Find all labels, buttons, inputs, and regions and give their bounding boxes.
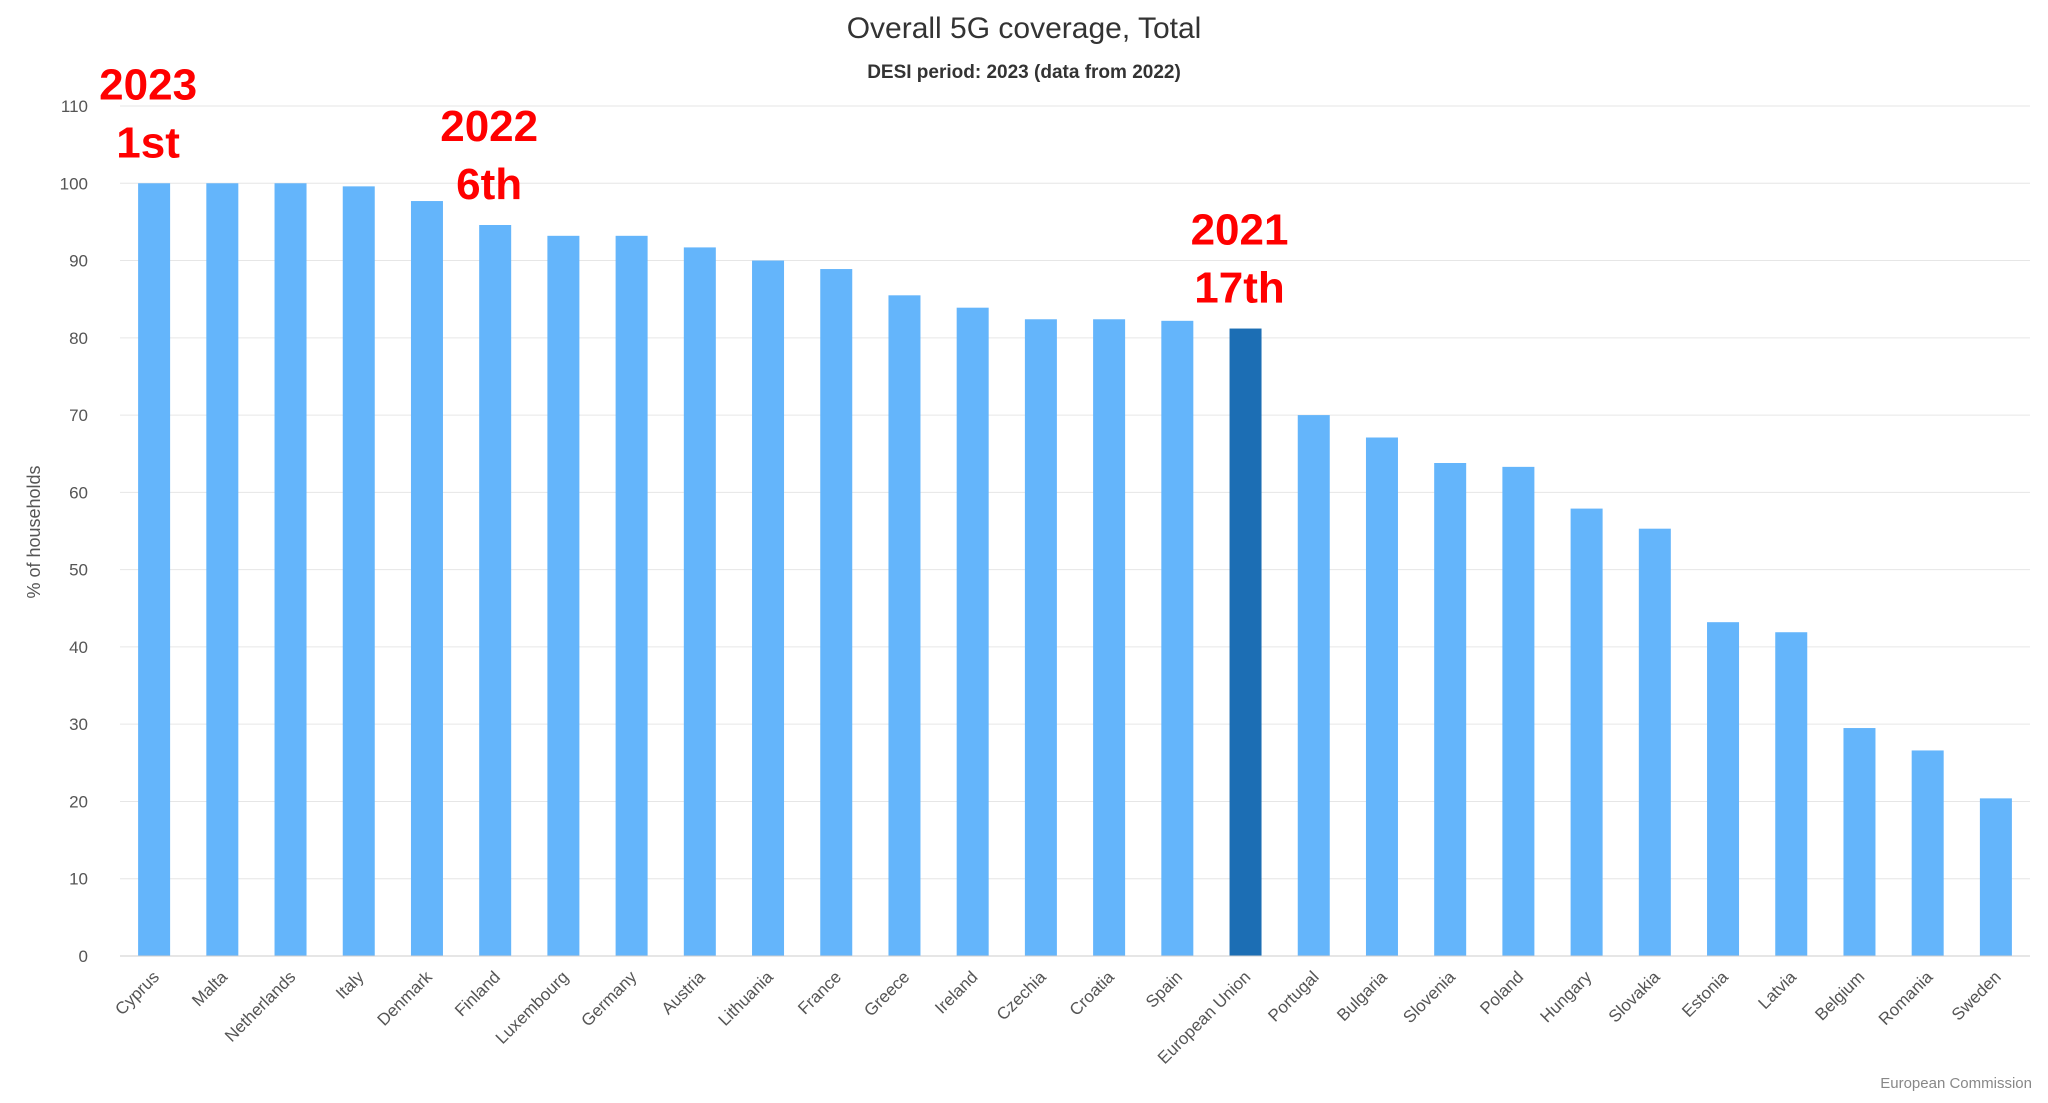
- category-label: Denmark: [374, 967, 437, 1030]
- y-tick-label: 110: [61, 97, 88, 116]
- bar-czechia: [1024, 319, 1057, 957]
- bar-sweden: [1979, 798, 2012, 956]
- bar-netherlands: [274, 183, 307, 957]
- y-tick-label: 70: [69, 406, 88, 425]
- category-label: Slovenia: [1399, 967, 1459, 1027]
- bar-luxembourg: [547, 235, 580, 956]
- category-label: Portugal: [1264, 967, 1322, 1025]
- annotation-text: 6th: [456, 160, 522, 209]
- y-axis-label: % of households: [24, 465, 44, 598]
- bar-ireland: [956, 307, 989, 956]
- category-label: Czechia: [993, 967, 1050, 1024]
- chart-subtitle: DESI period: 2023 (data from 2022): [867, 62, 1181, 83]
- bar-belgium: [1843, 728, 1876, 956]
- category-label: Lithuania: [715, 967, 778, 1030]
- bar-portugal: [1297, 415, 1330, 956]
- category-label: Estonia: [1678, 967, 1732, 1021]
- bar-latvia: [1775, 632, 1808, 956]
- category-label: Italy: [332, 967, 368, 1003]
- category-label: Hungary: [1537, 967, 1596, 1026]
- category-label: Finland: [451, 967, 504, 1020]
- category-label: Croatia: [1066, 967, 1119, 1020]
- bar-germany: [615, 235, 648, 956]
- bar-finland: [479, 225, 512, 956]
- y-tick-label: 20: [69, 792, 88, 811]
- chart-credit: European Commission: [1880, 1075, 2032, 1092]
- category-label: Germany: [578, 967, 641, 1030]
- bar-estonia: [1707, 622, 1740, 956]
- bar-slovenia: [1434, 463, 1467, 956]
- bar-malta: [206, 183, 239, 957]
- category-label: Malta: [188, 967, 231, 1010]
- bar-italy: [342, 186, 375, 956]
- y-tick-label: 10: [69, 870, 88, 889]
- bar-spain: [1161, 320, 1194, 956]
- bar-lithuania: [752, 260, 785, 957]
- bar-romania: [1911, 750, 1944, 956]
- chart-title: Overall 5G coverage, Total: [847, 12, 1202, 45]
- category-label: Cyprus: [111, 967, 163, 1019]
- category-label: Latvia: [1755, 967, 1801, 1013]
- annotations: 2023 1st 2022 6th 2021 17th: [99, 60, 1288, 312]
- y-tick-label: 100: [60, 174, 88, 193]
- bar-european-union: [1229, 328, 1262, 957]
- y-axis-ticks: 0 10 20 30 40 50 60 70 80 90 100 110: [60, 97, 88, 966]
- y-tick-label: 40: [69, 638, 88, 657]
- category-label: Belgium: [1811, 967, 1868, 1024]
- category-label: Luxembourg: [492, 967, 572, 1047]
- category-label: France: [794, 967, 845, 1018]
- category-label: Austria: [658, 967, 709, 1018]
- annotation-text: 2021: [1191, 206, 1289, 255]
- category-label: Netherlands: [221, 967, 299, 1045]
- bar-bulgaria: [1365, 437, 1398, 956]
- category-label: Bulgaria: [1333, 967, 1391, 1025]
- category-label: Poland: [1476, 967, 1527, 1018]
- category-label: Sweden: [1948, 967, 2005, 1024]
- y-tick-label: 90: [69, 252, 88, 271]
- annotation-text: 2022: [440, 102, 538, 151]
- y-tick-label: 30: [69, 715, 88, 734]
- bar-austria: [683, 247, 716, 957]
- bar-croatia: [1093, 319, 1126, 957]
- bar-poland: [1502, 466, 1535, 956]
- y-tick-label: 60: [69, 483, 88, 502]
- y-tick-label: 80: [69, 329, 88, 348]
- category-label: Ireland: [931, 967, 981, 1017]
- bar-france: [820, 269, 853, 957]
- y-tick-label: 50: [69, 561, 88, 580]
- annotation-text: 2023: [99, 60, 197, 109]
- category-label: Slovakia: [1605, 967, 1664, 1026]
- bar-greece: [888, 295, 921, 956]
- bar-denmark: [410, 201, 443, 956]
- bar-slovakia: [1638, 528, 1671, 956]
- bars: [138, 183, 2012, 957]
- y-tick-label: 0: [79, 947, 88, 966]
- bar-cyprus: [138, 183, 171, 957]
- annotation-text: 17th: [1194, 264, 1284, 313]
- bar-hungary: [1570, 508, 1603, 956]
- category-label: Spain: [1142, 967, 1186, 1011]
- category-label: Greece: [860, 967, 913, 1020]
- annotation-text: 1st: [116, 118, 180, 167]
- category-label: Romania: [1875, 967, 1937, 1029]
- gridlines: [120, 105, 2030, 880]
